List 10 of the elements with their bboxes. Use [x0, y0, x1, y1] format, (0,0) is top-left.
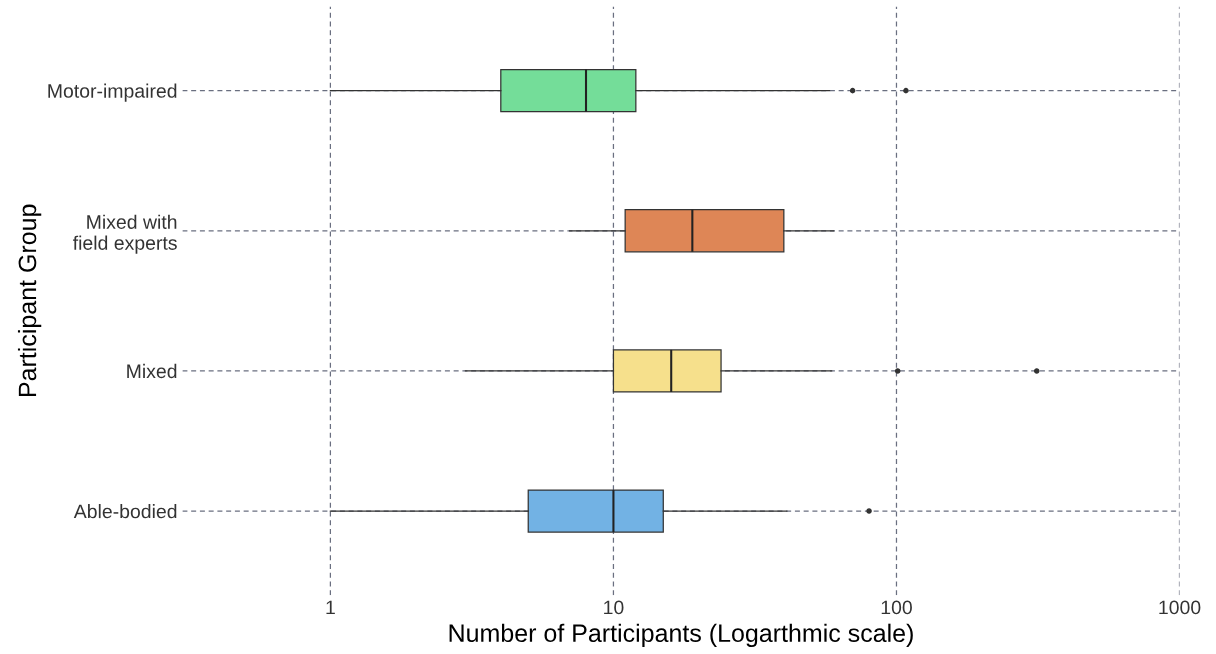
- y-tick-label: Motor-impaired: [48, 83, 177, 102]
- x-tick-label: 100: [881, 600, 912, 615]
- x-tick-label: 10: [604, 600, 624, 615]
- y-tick-label: Mixed with field experts: [72, 214, 177, 254]
- x-axis-title: Number of Participants (Logarthmic scale): [449, 623, 913, 647]
- x-tick-label: 1: [326, 600, 335, 615]
- x-tick-label: 1000: [1159, 600, 1201, 615]
- y-axis-title: Participant Group: [17, 204, 42, 397]
- y-tick-label: Mixed: [127, 363, 177, 379]
- y-tick-label: Able-bodied: [73, 504, 177, 519]
